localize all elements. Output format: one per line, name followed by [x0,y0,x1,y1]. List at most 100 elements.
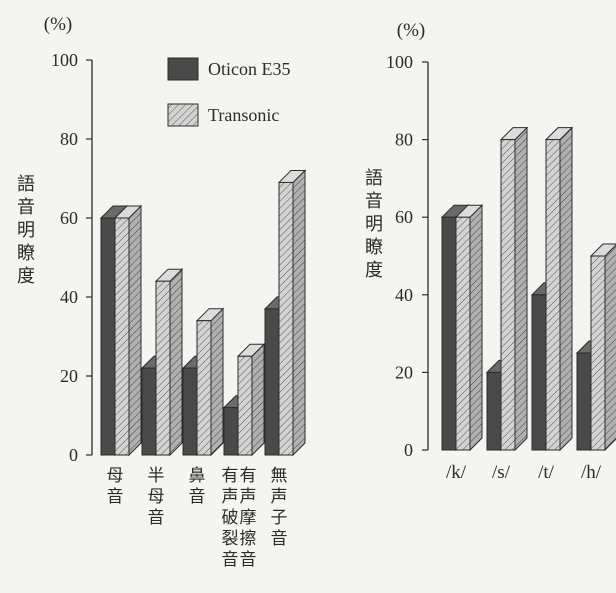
bar-transonic [113,204,143,457]
x-tick-label: /h/ [581,462,602,483]
bar-transonic [544,126,574,452]
bar-oticon-front [141,367,157,456]
x-tick-label-char: 音 [271,529,288,548]
bar-transonic [277,169,307,457]
y-axis-title-char: 音 [17,197,35,217]
y-axis-title-char: 語 [17,174,35,194]
bar-transonic-front [455,216,471,451]
x-tick-label-char: 音 [240,550,257,569]
y-axis-title-char: 瞭 [365,237,383,257]
bar-transonic-side [251,343,265,457]
y-tick-label: 40 [395,285,413,305]
y-tick-label: 20 [60,366,78,386]
bar-oticon-front [576,352,592,451]
y-tick-label: 20 [395,362,413,382]
y-tick-label: 40 [60,287,78,307]
x-tick-label: /k/ [446,462,467,483]
bar-transonic-front [155,280,171,456]
bar-transonic [195,307,225,457]
x-tick-label-char: 擦 [240,529,257,548]
bar-transonic [589,243,616,452]
x-tick-label-char: 破 [222,508,239,527]
y-tick-label: 80 [60,129,78,149]
bar-transonic [154,267,184,457]
x-tick-label-char: 声 [222,487,239,506]
bar-transonic-side [292,169,306,457]
y-axis-title-char: 語 [365,168,383,188]
legend-label: Transonic [208,105,279,125]
bar-oticon-front [486,371,502,451]
x-tick-label: 鼻音 [189,466,206,506]
bar-transonic-side [128,204,142,457]
x-tick-label-char: 声 [271,487,288,506]
bar-transonic-front [590,255,606,451]
bar-oticon-front [531,294,547,451]
chart-panel-1: (%)語音明瞭度020406080100母音半母音鼻音有声破裂音有声摩擦音無声子… [17,14,307,569]
legend: Oticon E35 Transonic [167,57,291,127]
bar-transonic-front [196,320,212,456]
y-axis-title-char: 明 [17,220,35,240]
y-axis-title-char: 度 [365,260,383,280]
y-tick-label: 60 [395,207,413,227]
legend-label: Oticon E35 [208,59,291,79]
y-tick-label: 0 [404,440,413,460]
bar-oticon-front [100,217,116,456]
x-tick-label-char: 半 [148,466,165,485]
x-tick-label: /s/ [492,462,511,483]
bar-transonic-side [469,203,483,452]
legend-swatch [167,103,199,127]
bar-transonic-side [559,126,573,452]
bar-transonic [499,126,529,452]
x-tick-label: 母音 [107,466,124,506]
y-tick-label: 100 [386,52,413,72]
x-tick-label-char: 音 [189,487,206,506]
bar-transonic-side [169,267,183,457]
y-tick-label: 60 [60,208,78,228]
bar-transonic-front [500,139,516,451]
bar-transonic-front [545,139,561,451]
x-tick-label-char: 無 [271,466,288,485]
bar-transonic-side [514,126,528,452]
y-tick-label: 100 [51,50,78,70]
x-tick-label-char: 有 [222,466,239,485]
x-tick-label: 半母音 [148,466,165,527]
bar-oticon-front [264,308,280,456]
x-tick-label-char: 鼻 [189,466,206,485]
y-axis-title-char: 瞭 [17,243,35,263]
legend-swatch [167,57,199,81]
unit-label: (%) [44,14,72,35]
bar-oticon-front [182,367,198,456]
x-tick-label-char: 摩 [240,508,257,527]
y-tick-label: 80 [395,130,413,150]
bar-transonic-front [114,217,130,456]
bar-transonic-front [237,355,253,456]
x-tick-label-char: 有 [240,466,257,485]
bar-transonic-front [278,181,294,456]
bar-transonic-side [210,307,224,457]
bar-transonic-side [604,244,616,452]
y-tick-label: 0 [69,445,78,465]
x-tick-label-char: 裂 [222,529,239,548]
y-axis-title-char: 音 [365,191,383,211]
bar-oticon-front [223,407,239,456]
x-tick-label-char: 子 [271,508,288,527]
x-tick-label-char: 音 [222,550,239,569]
x-tick-label-char: 音 [148,508,165,527]
y-axis-title-char: 明 [365,214,383,234]
bar-transonic [454,203,484,452]
x-tick-label-char: 母 [107,466,124,485]
x-tick-label-char: 音 [107,487,124,506]
bar-oticon-front [441,216,457,451]
unit-label: (%) [397,20,425,41]
x-tick-label-char: 声 [240,487,257,506]
bar-transonic [236,343,266,457]
y-axis-title-char: 度 [17,266,35,286]
